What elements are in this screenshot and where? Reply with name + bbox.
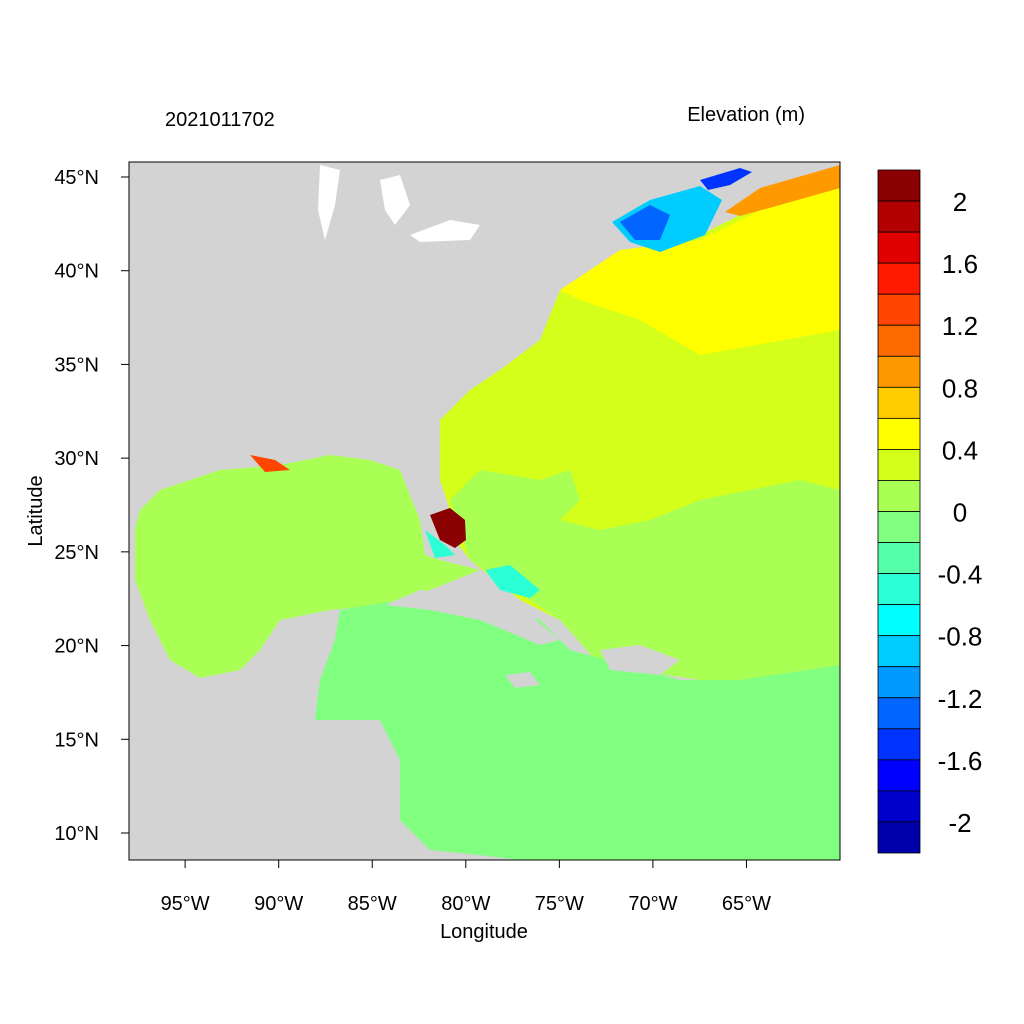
colorbar-swatch bbox=[877, 573, 921, 606]
x-tick-label: 65°W bbox=[722, 893, 771, 915]
colorbar-label: -1.6 bbox=[938, 746, 983, 776]
colorbar-swatch bbox=[877, 635, 921, 668]
y-tick-label: 35°N bbox=[54, 354, 99, 376]
colorbar-swatch bbox=[877, 542, 921, 574]
y-tick-label: 20°N bbox=[54, 636, 99, 658]
colorbar-label: -0.8 bbox=[938, 622, 983, 652]
island bbox=[505, 672, 540, 688]
ocean-field bbox=[430, 508, 466, 548]
colorbar-swatch bbox=[877, 666, 921, 699]
ocean-field bbox=[560, 170, 840, 355]
colorbar-label: 0.8 bbox=[942, 373, 978, 403]
ocean-field bbox=[315, 600, 840, 860]
ocean-field bbox=[425, 530, 455, 558]
lake bbox=[380, 175, 410, 225]
ocean-field bbox=[725, 165, 840, 216]
colorbar-label: -2 bbox=[948, 808, 971, 838]
ocean-field bbox=[135, 455, 480, 678]
island bbox=[600, 645, 680, 675]
x-tick-label: 90°W bbox=[254, 893, 303, 915]
y-tick-label: 25°N bbox=[54, 542, 99, 564]
colorbar-label: -0.4 bbox=[938, 560, 983, 590]
date-title: 2021011702 bbox=[165, 109, 275, 131]
unit-title: Elevation (m) bbox=[687, 104, 805, 126]
colorbar-swatch bbox=[877, 386, 921, 419]
colorbar-swatch bbox=[877, 697, 921, 730]
colorbar-swatch bbox=[877, 262, 921, 295]
colorbar-label: 0 bbox=[953, 498, 967, 528]
y-tick-label: 45°N bbox=[54, 167, 99, 189]
colorbar-label: 2 bbox=[953, 187, 967, 217]
colorbar-swatch bbox=[877, 200, 921, 233]
map-area bbox=[129, 162, 840, 860]
colorbar-swatch bbox=[877, 449, 921, 481]
x-tick-label: 85°W bbox=[348, 893, 397, 915]
y-axis-label: Latitude bbox=[25, 475, 47, 546]
colorbar-swatch bbox=[877, 417, 921, 450]
colorbar-swatch bbox=[877, 355, 921, 388]
colorbar-swatch bbox=[877, 728, 921, 761]
colorbar-swatch bbox=[877, 169, 921, 202]
y-tick-label: 30°N bbox=[54, 448, 99, 470]
ocean-field bbox=[250, 455, 290, 472]
colorbar-label: 1.6 bbox=[942, 249, 978, 279]
y-tick-label: 10°N bbox=[54, 823, 99, 845]
colorbar: 2 1.6 1.2 0.8 0.4 0 -0.4 -0.8 -1.2 -1.6 -2 bbox=[877, 169, 983, 854]
colorbar-swatch bbox=[877, 511, 921, 543]
x-tick-label: 75°W bbox=[535, 893, 584, 915]
colorbar-swatch bbox=[877, 759, 921, 792]
ocean-field bbox=[700, 168, 752, 190]
colorbar-swatch bbox=[877, 324, 921, 357]
x-axis-label: Longitude bbox=[440, 921, 528, 943]
x-tick-label: 70°W bbox=[628, 893, 677, 915]
island bbox=[385, 590, 560, 645]
lake bbox=[410, 220, 480, 242]
colorbar-swatch bbox=[877, 480, 921, 512]
colorbar-label: 0.4 bbox=[942, 435, 978, 465]
colorbar-swatch bbox=[877, 790, 921, 823]
lake bbox=[318, 165, 340, 240]
x-tick-label: 95°W bbox=[161, 893, 210, 915]
x-tick-label: 80°W bbox=[441, 893, 490, 915]
colorbar-label: -1.2 bbox=[938, 684, 983, 714]
y-tick-label: 40°N bbox=[54, 261, 99, 283]
colorbar-swatch bbox=[877, 231, 921, 264]
colorbar-swatch bbox=[877, 821, 921, 854]
colorbar-swatch bbox=[877, 293, 921, 326]
ocean-field bbox=[620, 205, 670, 240]
colorbar-swatch bbox=[877, 604, 921, 637]
ocean-field bbox=[450, 470, 840, 690]
ocean-field bbox=[485, 565, 540, 598]
y-tick-label: 15°N bbox=[54, 729, 99, 751]
colorbar-label: 1.2 bbox=[942, 311, 978, 341]
map-frame bbox=[128, 161, 841, 861]
